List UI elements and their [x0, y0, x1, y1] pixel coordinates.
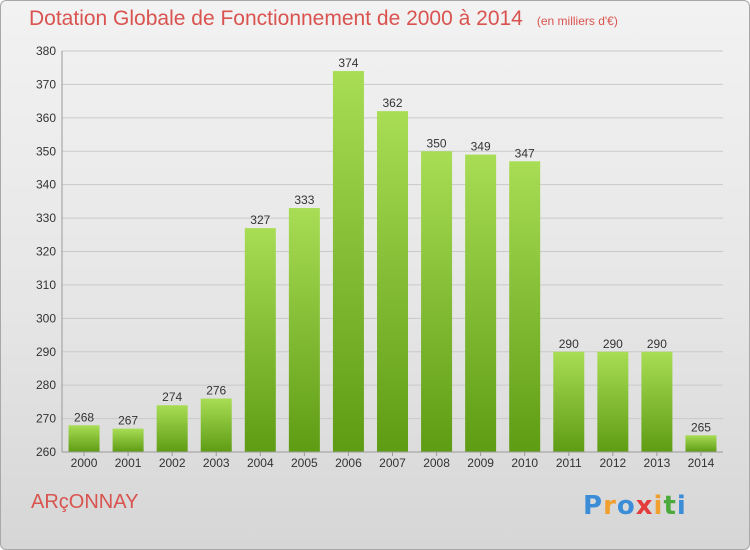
x-tick-label: 2002 [159, 456, 186, 470]
data-label: 268 [74, 410, 94, 424]
data-label: 349 [471, 140, 491, 154]
x-tick-label: 2008 [423, 456, 450, 470]
bar [156, 405, 188, 452]
bar [200, 398, 232, 452]
logo-letter: i [653, 491, 664, 521]
bar [597, 351, 629, 452]
y-tick-label: 360 [36, 111, 56, 125]
x-tick-label: 2000 [71, 456, 98, 470]
x-tick-label: 2003 [203, 456, 230, 470]
x-tick-label: 2009 [467, 456, 494, 470]
data-label: 267 [118, 414, 138, 428]
bar [377, 111, 408, 453]
data-label: 290 [603, 337, 623, 351]
chart-title-text: Dotation Globale de Fonctionnement de 20… [29, 7, 523, 30]
data-label: 333 [294, 193, 314, 207]
proxiti-logo[interactable]: Proxiti [583, 491, 687, 521]
x-tick-label: 2012 [599, 456, 626, 470]
logo-letter: r [603, 491, 617, 521]
x-tick-label: 2004 [247, 456, 274, 470]
y-tick-label: 320 [36, 245, 56, 259]
axis-layer: 260 270 280 290 300 310 320 330 340 350 360 370 380 2… [36, 44, 723, 470]
data-label: 374 [338, 56, 358, 70]
logo-letter: o [616, 491, 636, 521]
logo-letter: P [583, 491, 604, 521]
data-label: 290 [647, 337, 667, 351]
logo-letter: i [676, 491, 687, 521]
bar [421, 151, 453, 452]
logo-letter: t [663, 491, 677, 521]
y-tick-label: 340 [36, 178, 56, 192]
logo-letter: x [635, 491, 654, 521]
bar [465, 154, 497, 452]
y-tick-label: 270 [36, 412, 56, 426]
chart-subtitle: (en milliers d'€) [536, 14, 618, 28]
y-tick-label: 290 [36, 345, 56, 359]
y-tick-label: 350 [36, 144, 56, 158]
data-label: 265 [691, 420, 711, 434]
y-tick-label: 260 [36, 445, 56, 459]
bar [641, 351, 673, 452]
x-tick-label: 2010 [511, 456, 538, 470]
data-label: 350 [427, 136, 447, 150]
data-label: 274 [162, 390, 182, 404]
bar [509, 161, 541, 452]
x-tick-label: 2011 [556, 456, 582, 470]
x-tick-label: 2014 [688, 456, 715, 470]
bar [244, 228, 276, 452]
y-tick-label: 310 [36, 278, 56, 292]
bar [553, 351, 585, 452]
data-label: 362 [382, 96, 402, 110]
bar [112, 428, 144, 452]
chart-title: Dotation Globale de Fonctionnement de 20… [29, 7, 618, 31]
data-label: 290 [559, 337, 579, 351]
bar [288, 208, 320, 452]
y-tick-label: 280 [36, 378, 56, 392]
x-tick-label: 2007 [379, 456, 406, 470]
data-label: 327 [250, 213, 270, 227]
x-tick-label: 2005 [291, 456, 318, 470]
bar [685, 435, 717, 452]
bar [68, 425, 100, 452]
y-tick-label: 330 [36, 211, 56, 225]
x-tick-label: 2006 [335, 456, 362, 470]
x-tick-label: 2001 [115, 456, 142, 470]
y-tick-label: 300 [36, 311, 56, 325]
y-tick-label: 380 [36, 44, 56, 58]
bars-layer [68, 71, 717, 453]
bar [332, 71, 364, 453]
data-label: 276 [206, 384, 226, 398]
place-name: ARçONNAY [31, 491, 139, 513]
y-tick-label: 370 [36, 77, 56, 91]
x-tick-label: 2013 [644, 456, 671, 470]
data-label: 347 [515, 146, 535, 160]
